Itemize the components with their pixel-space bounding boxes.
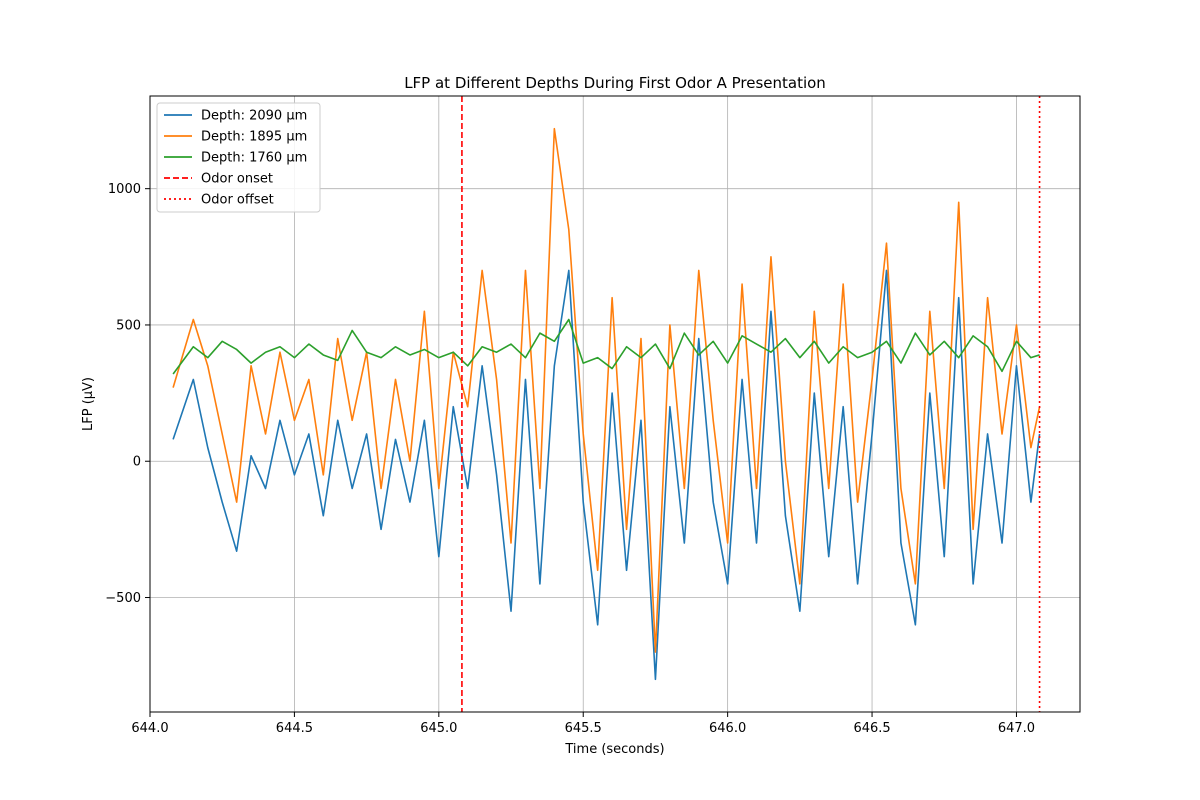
series-line-3 (172, 318, 1040, 375)
x-tick-label: 644.5 (276, 721, 313, 736)
x-tick-label: 645.0 (420, 721, 457, 736)
chart-title: LFP at Different Depths During First Odo… (404, 74, 826, 92)
x-axis-title: Time (seconds) (564, 742, 664, 757)
x-tick-label: 647.0 (998, 721, 1035, 736)
y-axis-title: LFP (μV) (81, 377, 96, 431)
grid (149, 96, 1080, 712)
legend-label: Odor offset (201, 193, 274, 208)
legend-label: Odor onset (201, 172, 273, 187)
x-tick-label: 646.5 (853, 721, 890, 736)
y-tick-label: −500 (105, 591, 141, 606)
y-tick-label: 0 (133, 455, 141, 470)
y-tick-label: 1000 (108, 182, 141, 197)
legend-label: Depth: 1760 μm (201, 151, 307, 166)
ticks: 644.0 644.5 645.0 645.5 646.0 646.5 647.0 −500 0… (105, 182, 1035, 736)
x-tick-label: 646.0 (709, 721, 746, 736)
legend: Depth: 2090 μm Depth: 1895 μm Depth: 1760 … (156, 102, 321, 213)
legend-box (156, 102, 321, 213)
y-tick-label: 500 (116, 318, 141, 333)
x-tick-label: 644.0 (131, 721, 168, 736)
series-line-2 (172, 127, 1041, 653)
legend-label: Depth: 2090 μm (201, 109, 307, 124)
series-layer (172, 127, 1041, 681)
series-line-1 (172, 269, 1041, 681)
x-tick-label: 645.5 (565, 721, 602, 736)
legend-label: Depth: 1895 μm (201, 130, 307, 145)
vline-layer (461, 96, 1041, 712)
plot-frame (149, 95, 1081, 713)
